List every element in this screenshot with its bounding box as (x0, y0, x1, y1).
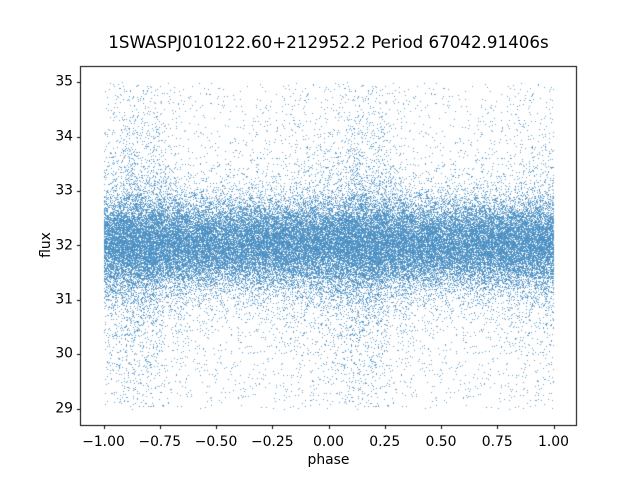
y-tick-label: 35 (55, 73, 73, 90)
x-tick-label: 0.50 (425, 434, 457, 450)
y-tick-label: 33 (55, 182, 73, 199)
x-tick-label: −1.00 (82, 434, 125, 450)
x-tick-label: 0.75 (481, 434, 513, 450)
y-tick-label: 31 (55, 291, 73, 308)
x-tick-label: −0.75 (138, 434, 182, 450)
x-tick-label: 0.00 (313, 434, 344, 450)
x-tick-label: −0.50 (194, 434, 238, 450)
x-axis-label: phase (307, 452, 350, 468)
x-tick-label: 0.25 (369, 434, 401, 450)
y-tick-label: 34 (55, 128, 73, 145)
y-tick-label: 30 (55, 345, 73, 362)
y-tick-label: 29 (55, 400, 73, 417)
x-tick-label: 1.00 (538, 434, 569, 450)
y-tick-label: 32 (55, 237, 73, 253)
chart-title: 1SWASPJ010122.60+212952.2 Period 67042.9… (108, 32, 549, 52)
x-tick-label: −0.25 (250, 434, 294, 450)
y-axis-label: flux (38, 232, 54, 258)
